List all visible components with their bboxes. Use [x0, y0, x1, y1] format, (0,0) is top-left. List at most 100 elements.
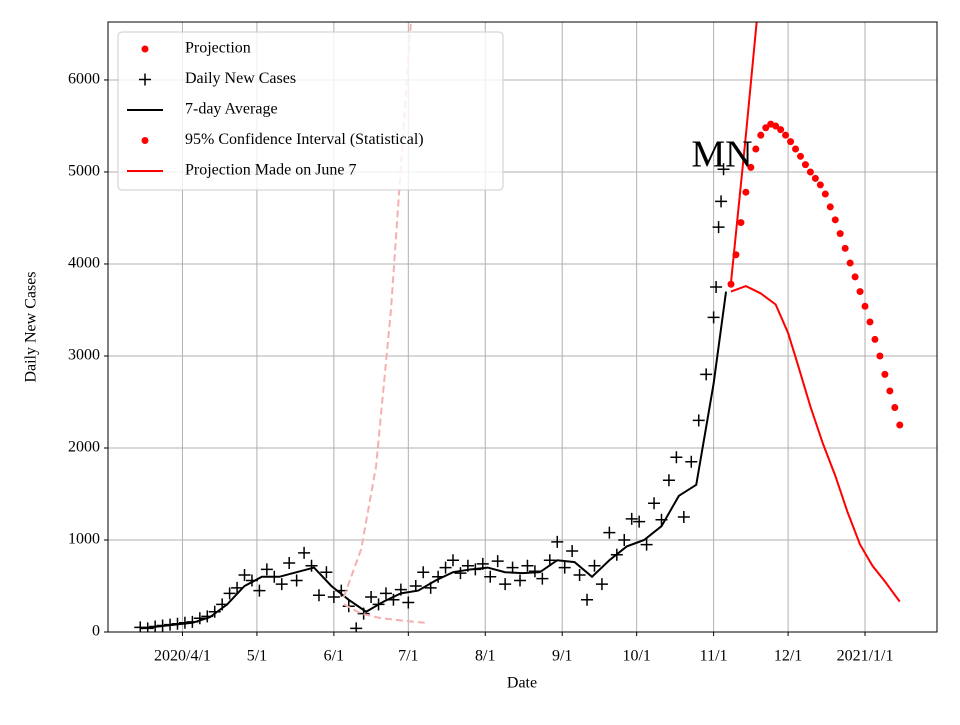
data-point — [253, 584, 266, 597]
series-line — [729, 22, 758, 283]
data-point — [816, 181, 824, 189]
y-tick-label: 0 — [92, 623, 100, 640]
data-point — [618, 533, 631, 546]
series-line — [140, 291, 728, 630]
series-line — [343, 603, 426, 624]
data-point — [260, 563, 273, 576]
data-point — [491, 555, 504, 568]
data-point — [871, 335, 879, 343]
data-point — [896, 421, 904, 429]
data-point — [595, 578, 608, 591]
legend-marker — [139, 73, 151, 86]
data-point — [801, 161, 809, 169]
data-point — [283, 556, 296, 569]
x-tick-label: 5/1 — [247, 648, 267, 665]
data-point — [402, 596, 415, 609]
y-tick-label: 2000 — [68, 439, 100, 456]
legend-label: 95% Confidence Interval (Statistical) — [185, 131, 424, 148]
legend-label: Projection — [185, 40, 251, 57]
data-point — [662, 474, 675, 487]
data-point — [588, 559, 601, 572]
data-point — [757, 131, 765, 139]
legend-label: Projection Made on June 7 — [185, 162, 357, 179]
data-point — [782, 131, 790, 139]
data-point — [715, 195, 728, 208]
x-axis-label: Date — [507, 675, 537, 692]
data-point — [707, 311, 720, 324]
data-point — [737, 219, 745, 227]
data-point — [514, 574, 527, 587]
data-point — [710, 280, 723, 293]
data-point — [876, 352, 884, 360]
data-point — [521, 559, 534, 572]
data-point — [320, 566, 333, 579]
data-point — [558, 561, 571, 574]
data-point — [717, 163, 730, 176]
x-tick-label: 7/1 — [398, 648, 418, 665]
legend-label: 7-day Average — [185, 101, 278, 118]
data-point — [290, 574, 303, 587]
data-point — [231, 581, 244, 594]
data-point — [796, 152, 804, 160]
data-point — [603, 526, 616, 539]
data-point — [841, 244, 849, 252]
legend-marker — [141, 137, 149, 144]
data-point — [772, 122, 780, 130]
data-point — [856, 288, 864, 296]
x-tick-label: 12/1 — [774, 648, 802, 665]
legend-label: Daily New Cases — [185, 70, 296, 87]
data-point — [312, 589, 325, 602]
data-point — [806, 168, 814, 176]
data-point — [536, 572, 549, 585]
data-point — [447, 554, 460, 567]
series-line — [730, 284, 901, 603]
x-tick-label: 6/1 — [324, 648, 344, 665]
data-point — [566, 545, 579, 558]
plot-frame — [107, 21, 938, 633]
x-tick-label: 11/1 — [700, 648, 728, 665]
data-point — [379, 587, 392, 600]
data-point — [787, 138, 795, 146]
data-point — [581, 593, 594, 606]
y-tick-label: 4000 — [68, 255, 100, 272]
data-point — [633, 515, 646, 528]
data-point — [821, 190, 829, 198]
data-point — [777, 126, 785, 134]
data-point — [677, 510, 690, 523]
data-point — [454, 567, 467, 580]
y-axis-label: Daily New Cases — [23, 271, 40, 382]
data-point — [417, 566, 430, 579]
data-point — [742, 188, 750, 196]
y-tick-label: 6000 — [68, 71, 100, 88]
y-tick-label: 1000 — [68, 531, 100, 548]
data-point — [625, 512, 638, 525]
data-point — [886, 387, 894, 395]
data-point — [499, 578, 512, 591]
data-point — [762, 124, 770, 132]
series-line — [342, 22, 412, 598]
data-point — [861, 302, 869, 310]
data-point — [846, 259, 854, 267]
data-point — [685, 455, 698, 468]
data-point — [826, 203, 834, 211]
x-tick-label: 10/1 — [622, 648, 650, 665]
data-point — [223, 587, 236, 600]
data-point — [712, 221, 725, 234]
data-point — [747, 163, 755, 171]
data-point — [439, 561, 452, 574]
data-point — [700, 368, 713, 381]
data-point — [640, 538, 653, 551]
legend-box — [117, 31, 504, 191]
annotation: MN — [691, 134, 752, 176]
data-point — [275, 578, 288, 591]
data-point — [238, 568, 251, 581]
data-point — [350, 622, 363, 632]
data-point — [851, 273, 859, 281]
data-point — [551, 535, 564, 548]
data-point — [573, 568, 586, 581]
data-point — [836, 230, 844, 238]
data-point — [692, 414, 705, 427]
x-tick-label: 8/1 — [475, 648, 495, 665]
data-point — [891, 404, 899, 412]
